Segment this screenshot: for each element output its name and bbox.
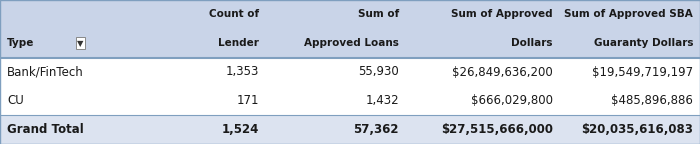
FancyBboxPatch shape <box>0 58 700 86</box>
Text: Type: Type <box>7 38 34 48</box>
Text: ▼: ▼ <box>77 39 84 48</box>
Text: 1,432: 1,432 <box>365 94 399 107</box>
Text: 171: 171 <box>237 94 259 107</box>
Text: $485,896,886: $485,896,886 <box>611 94 693 107</box>
Text: CU: CU <box>7 94 24 107</box>
Text: 1,524: 1,524 <box>222 123 259 136</box>
Text: Sum of: Sum of <box>358 9 399 19</box>
Text: $20,035,616,083: $20,035,616,083 <box>581 123 693 136</box>
FancyBboxPatch shape <box>0 115 700 144</box>
Text: Sum of Approved: Sum of Approved <box>452 9 553 19</box>
FancyBboxPatch shape <box>0 0 700 58</box>
Text: $19,549,719,197: $19,549,719,197 <box>592 66 693 78</box>
Text: $666,029,800: $666,029,800 <box>471 94 553 107</box>
Text: 55,930: 55,930 <box>358 66 399 78</box>
Text: Count of: Count of <box>209 9 259 19</box>
Text: Lender: Lender <box>218 38 259 48</box>
Text: $26,849,636,200: $26,849,636,200 <box>452 66 553 78</box>
Text: Grand Total: Grand Total <box>7 123 84 136</box>
Text: Sum of Approved SBA: Sum of Approved SBA <box>564 9 693 19</box>
Text: 57,362: 57,362 <box>354 123 399 136</box>
FancyBboxPatch shape <box>0 86 700 115</box>
Text: Bank/FinTech: Bank/FinTech <box>7 66 84 78</box>
Text: 1,353: 1,353 <box>225 66 259 78</box>
Text: Dollars: Dollars <box>512 38 553 48</box>
Text: $27,515,666,000: $27,515,666,000 <box>441 123 553 136</box>
Text: Approved Loans: Approved Loans <box>304 38 399 48</box>
Text: Guaranty Dollars: Guaranty Dollars <box>594 38 693 48</box>
